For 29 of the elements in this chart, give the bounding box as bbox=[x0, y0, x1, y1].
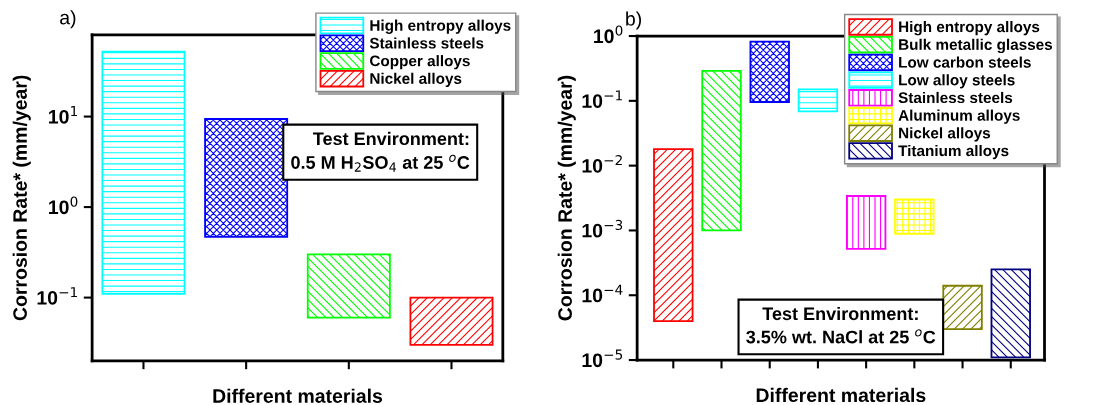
legend-label: High entropy alloys bbox=[899, 21, 1040, 36]
legend-label: Bulk metallic glasses bbox=[899, 38, 1053, 54]
chart-title: a) bbox=[60, 10, 76, 29]
legend-label: High entropy alloys bbox=[370, 19, 511, 34]
y-tick-label: 10$^{1}$ bbox=[49, 106, 78, 124]
y-tick-label: 10$^{−3}$ bbox=[582, 219, 623, 238]
legend-label: Low alloy steels bbox=[899, 74, 1015, 89]
y-tick-label: 10$^{−1}$ bbox=[37, 287, 77, 305]
annotation: Test Environment: 0.5 M H$_{2}$SO$_{4}$ at 25 $^{o}$C bbox=[291, 131, 470, 172]
annotation: Test Environment: 3.5% wt. NaCl at 25 $^{o}$C bbox=[746, 306, 936, 344]
y-tick-label: 10$^{0}$ bbox=[49, 196, 78, 215]
x-axis-title: Different materials bbox=[756, 387, 926, 403]
legend-label: Titanium alloys bbox=[898, 144, 1009, 160]
y-tick-label: 10$^{−1}$ bbox=[582, 90, 622, 108]
y-axis-title: Corrosion Rate* (mm/year) bbox=[12, 75, 31, 321]
x-axis-title: Different materials bbox=[213, 388, 383, 403]
legend-label: Stainless steels bbox=[898, 91, 1013, 104]
legend-label: Copper alloys bbox=[370, 55, 470, 70]
legend-label: Stainless steels bbox=[369, 37, 484, 49]
legend-label: Low carbon steels bbox=[899, 56, 1031, 68]
y-axis-title: Corrosion Rate* (mm/year) bbox=[557, 75, 576, 321]
y-tick-label: 10$^{−5}$ bbox=[582, 349, 623, 368]
chart-title: b) bbox=[626, 11, 641, 30]
legend-label: Nickel alloys bbox=[899, 127, 991, 142]
legend-label: Nickel alloys bbox=[370, 72, 462, 87]
y-tick-label: 10$^{−4}$ bbox=[582, 284, 623, 303]
y-tick-label: 10$^{−2}$ bbox=[582, 155, 622, 173]
y-tick-label: 10$^{0}$ bbox=[594, 25, 623, 44]
legend-label: Aluminum alloys bbox=[898, 109, 1020, 124]
